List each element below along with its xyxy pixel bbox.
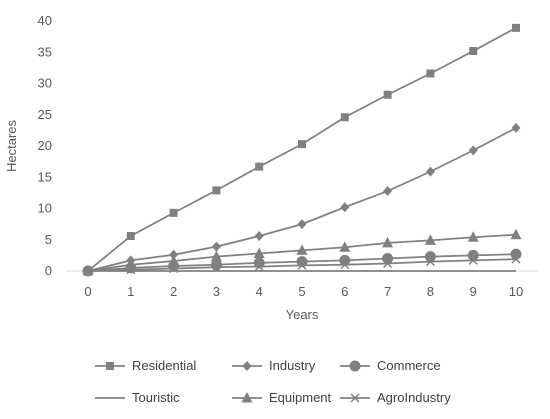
x-tick-label: 10 bbox=[509, 284, 523, 299]
data-point-industry bbox=[297, 219, 307, 230]
data-point-residential bbox=[469, 47, 478, 55]
data-point-commerce bbox=[296, 256, 308, 268]
data-point-equipment bbox=[168, 255, 180, 266]
y-tick-label: 35 bbox=[38, 44, 52, 59]
legend-label: AgroIndustry bbox=[377, 390, 451, 405]
data-point-industry bbox=[383, 186, 393, 196]
data-point-commerce bbox=[382, 253, 394, 264]
y-tick-label: 40 bbox=[38, 13, 52, 28]
legend: Residential Industry Commerce Touristic Equi… bbox=[95, 358, 451, 405]
data-point-equipment bbox=[424, 234, 436, 245]
legend-label: Touristic bbox=[132, 390, 180, 405]
data-point-commerce bbox=[510, 248, 522, 260]
data-point-industry bbox=[425, 166, 435, 177]
x-tick-label: 8 bbox=[427, 284, 434, 299]
data-point-commerce bbox=[424, 251, 436, 263]
y-tick-label: 0 bbox=[45, 263, 52, 278]
x-tick-label: 3 bbox=[213, 284, 220, 299]
data-point-residential bbox=[84, 267, 92, 275]
data-point-residential bbox=[255, 162, 264, 171]
x-tick-label: 0 bbox=[84, 284, 91, 299]
y-axis-title: Hectares bbox=[4, 119, 19, 172]
legend-label: Industry bbox=[269, 358, 316, 373]
data-point-commerce bbox=[210, 259, 222, 271]
series-industry bbox=[83, 122, 521, 276]
legend-label: Commerce bbox=[377, 358, 441, 373]
legend-item-agroindustry: AgroIndustry bbox=[340, 390, 451, 405]
data-point-commerce bbox=[339, 254, 351, 266]
x-tick-label: 6 bbox=[341, 284, 348, 299]
data-point-equipment bbox=[210, 250, 222, 262]
data-point-industry bbox=[254, 231, 264, 241]
y-tick-label: 15 bbox=[38, 169, 52, 184]
y-tick-label: 30 bbox=[38, 76, 52, 91]
data-point-equipment bbox=[339, 241, 351, 252]
data-point-equipment bbox=[510, 228, 522, 240]
x-tick-label: 2 bbox=[170, 284, 177, 299]
x-tick-label: 5 bbox=[298, 284, 305, 299]
legend-marker-equipment bbox=[241, 392, 253, 403]
series-group bbox=[82, 23, 522, 277]
legend-marker-industry bbox=[242, 361, 252, 371]
data-point-industry bbox=[468, 145, 478, 156]
y-tick-label: 5 bbox=[45, 232, 52, 247]
legend-label: Equipment bbox=[269, 390, 332, 405]
x-axis-title: Years bbox=[286, 307, 319, 322]
data-point-industry bbox=[211, 241, 221, 252]
x-tick-label: 4 bbox=[256, 284, 263, 299]
series-residential bbox=[84, 23, 520, 275]
legend-marker-commerce bbox=[349, 360, 361, 372]
legend-item-industry: Industry bbox=[232, 358, 316, 373]
data-point-residential bbox=[212, 186, 221, 195]
x-axis-ticks: 0 1 2 3 4 5 6 7 8 9 10 bbox=[84, 284, 523, 299]
data-point-commerce bbox=[467, 249, 479, 261]
legend-marker-agroindustry bbox=[350, 393, 360, 403]
data-point-residential bbox=[426, 69, 435, 78]
data-point-equipment bbox=[296, 244, 308, 255]
legend-item-equipment: Equipment bbox=[232, 390, 332, 405]
y-axis-ticks: 0 5 10 15 20 25 30 35 40 bbox=[38, 13, 52, 278]
x-tick-label: 1 bbox=[127, 284, 134, 299]
data-point-equipment bbox=[467, 231, 479, 242]
legend-item-touristic: Touristic bbox=[95, 390, 180, 405]
data-point-industry bbox=[169, 249, 179, 260]
data-point-equipment bbox=[382, 236, 394, 248]
data-point-residential bbox=[512, 23, 520, 32]
x-tick-label: 7 bbox=[384, 284, 391, 299]
y-tick-label: 10 bbox=[38, 201, 52, 216]
legend-label: Residential bbox=[132, 358, 196, 373]
legend-item-residential: Residential bbox=[95, 358, 196, 373]
data-point-industry bbox=[511, 122, 521, 133]
data-point-residential bbox=[298, 140, 306, 149]
data-point-residential bbox=[340, 113, 349, 122]
data-point-equipment bbox=[253, 247, 265, 258]
data-point-residential bbox=[383, 90, 392, 99]
legend-marker-residential bbox=[106, 362, 114, 370]
series-line-residential bbox=[87, 27, 517, 272]
data-point-residential bbox=[169, 208, 178, 217]
data-point-industry bbox=[126, 255, 136, 266]
data-point-commerce bbox=[253, 257, 265, 269]
data-point-industry bbox=[340, 202, 350, 213]
data-point-residential bbox=[126, 232, 135, 240]
y-tick-label: 20 bbox=[38, 138, 52, 153]
y-tick-label: 25 bbox=[38, 107, 52, 122]
legend-item-commerce: Commerce bbox=[340, 358, 441, 373]
x-tick-label: 9 bbox=[470, 284, 477, 299]
